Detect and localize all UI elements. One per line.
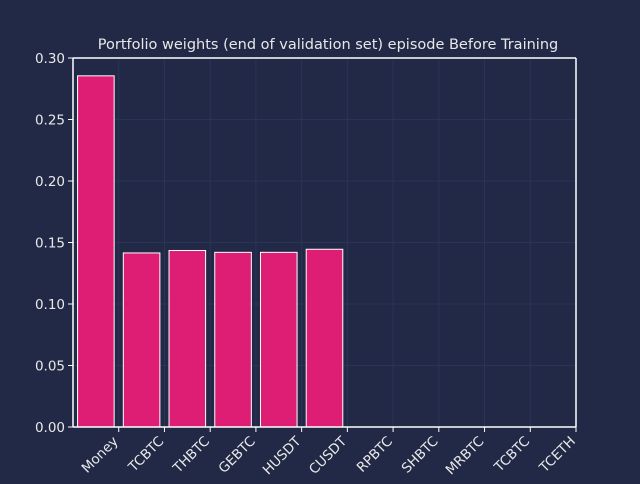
- bars: [77, 75, 344, 428]
- y-tick-label: 0.25: [35, 113, 65, 129]
- y-tick-label: 0.30: [35, 51, 65, 67]
- bar-money: [77, 75, 115, 428]
- axes: [68, 57, 577, 432]
- bar-btcbtc: [122, 252, 161, 428]
- bar-btcusdt: [305, 248, 344, 428]
- y-tick-label: 0.20: [35, 174, 65, 190]
- chart-title: Portfolio weights (end of validation set…: [98, 37, 558, 53]
- y-tick-label: 0.00: [35, 420, 65, 436]
- bar-dogebtc: [214, 251, 252, 428]
- bar-ethusdt: [259, 251, 298, 428]
- bar-ethbtc: [168, 249, 207, 428]
- y-tick-label: 0.10: [35, 297, 65, 313]
- y-tick-label: 0.15: [35, 236, 65, 252]
- y-tick-labels: 0.00 0.05 0.10 0.15 0.20 0.25 0.30: [35, 51, 65, 436]
- y-tick-label: 0.05: [35, 359, 65, 375]
